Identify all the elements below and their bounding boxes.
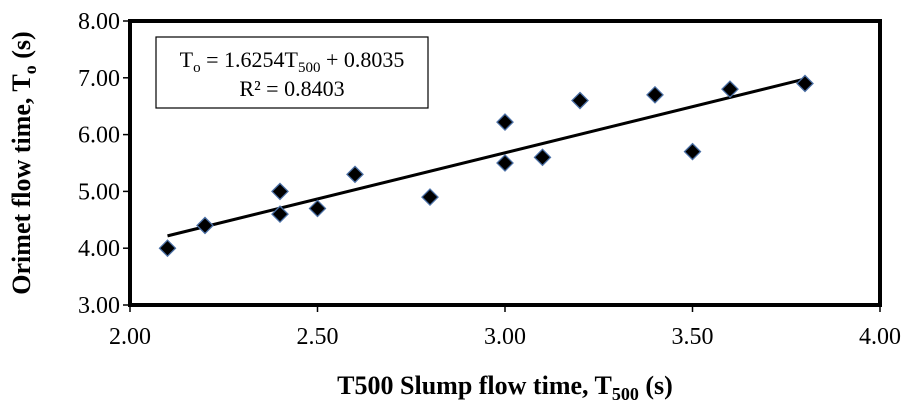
data-point-marker xyxy=(496,113,514,132)
data-point-marker xyxy=(533,148,552,167)
equation-box-border xyxy=(155,36,429,109)
data-points xyxy=(158,74,814,258)
x-tick-label: 2.00 xyxy=(109,324,151,350)
data-point-marker xyxy=(158,239,177,258)
data-point-marker xyxy=(571,91,589,110)
x-axis-title: T500 Slump flow time, T500 (s) xyxy=(337,371,673,404)
y-tick-label: 7.00 xyxy=(78,66,120,92)
x-axis-ticks: 2.00 2.50 3.00 3.50 4.00 xyxy=(109,305,901,350)
data-point-marker xyxy=(346,165,364,184)
x-tick-label: 3.00 xyxy=(484,324,526,350)
y-axis-title: Orimet flow time, To (s) xyxy=(7,31,40,294)
data-point-marker xyxy=(271,182,289,201)
trendline-group xyxy=(167,77,806,238)
y-axis-ticks: 3.00 4.00 5.00 6.00 7.00 8.00 xyxy=(78,9,130,319)
linear-trendline xyxy=(167,77,806,238)
x-tick-label: 3.50 xyxy=(672,324,714,350)
x-tick-label: 4.00 xyxy=(859,324,901,350)
data-point-marker xyxy=(721,80,739,99)
data-point-marker xyxy=(421,188,439,206)
data-point-marker xyxy=(196,216,214,235)
y-tick-label: 6.00 xyxy=(78,123,120,149)
trendline-equation-box: To = 1.6254T500 + 0.8035 R² = 0.8403 xyxy=(155,36,429,109)
y-tick-label: 5.00 xyxy=(78,179,120,205)
data-point-marker xyxy=(796,74,814,93)
trendline-equation: To = 1.6254T500 + 0.8035 xyxy=(180,47,405,76)
data-point-marker xyxy=(496,154,514,172)
data-point-marker xyxy=(683,142,702,161)
x-tick-label: 2.50 xyxy=(297,324,339,350)
r-squared-label: R² = 0.8403 xyxy=(239,76,344,101)
y-tick-label: 3.00 xyxy=(78,293,120,319)
y-tick-label: 8.00 xyxy=(78,9,120,35)
data-point-marker xyxy=(646,85,664,104)
y-tick-label: 4.00 xyxy=(78,236,120,262)
data-point-marker xyxy=(271,205,289,224)
data-point-marker xyxy=(308,199,327,218)
